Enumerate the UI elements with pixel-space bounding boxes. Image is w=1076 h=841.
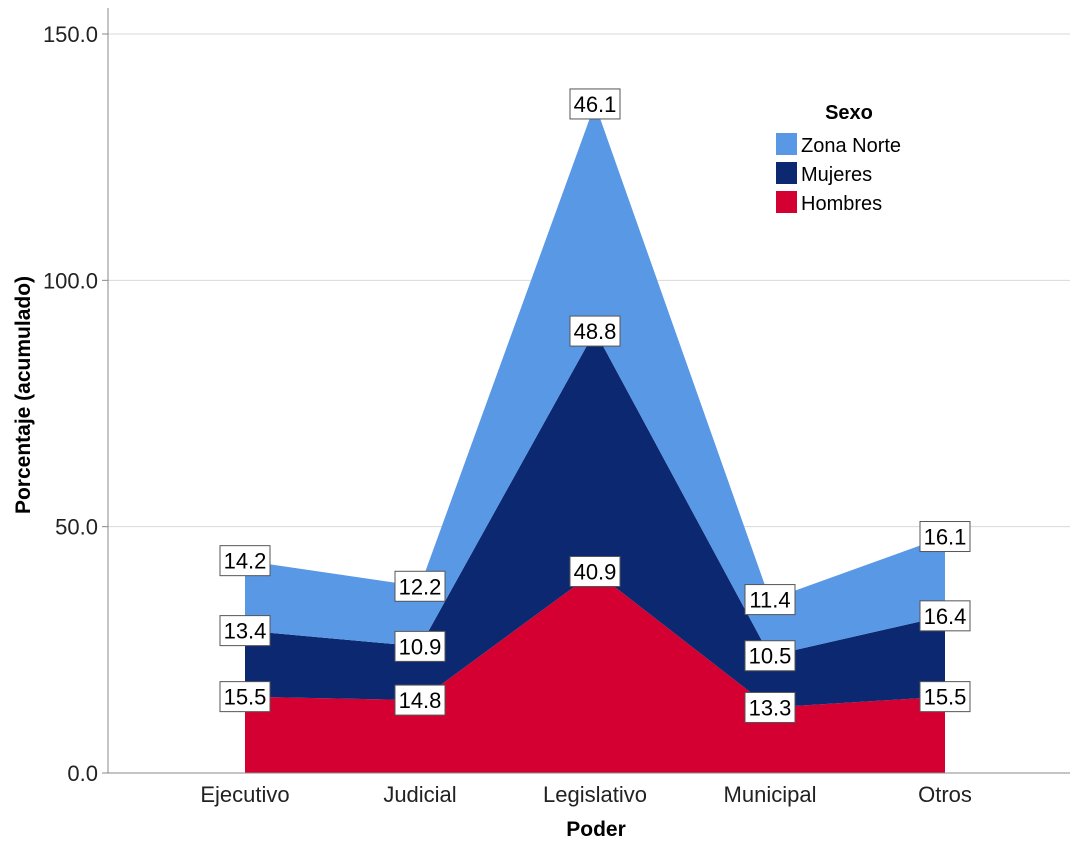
legend: Sexo Zona Norte Mujeres Hombres — [776, 102, 901, 215]
data-label-text: 46.1 — [574, 92, 617, 117]
y-tick-label: 150.0 — [43, 22, 98, 47]
data-label-box — [394, 630, 446, 662]
data-label-box — [919, 600, 971, 632]
data-label-box — [394, 570, 446, 602]
legend-entry: Mujeres — [801, 164, 872, 186]
data-label-box — [919, 521, 971, 553]
data-labels: 15.5 14.8 40.9 13.3 15.5 13.4 10.9 48.8 10.5 16.4… — [219, 88, 971, 723]
data-label: 10.5 — [744, 640, 796, 672]
legend-entry: Hombres — [801, 193, 882, 215]
data-label: 14.8 — [394, 684, 446, 716]
y-axis-title: Porcentaje (acumulado) — [12, 276, 35, 514]
data-label: 10.9 — [394, 630, 446, 662]
legend-swatch — [776, 162, 797, 184]
x-tick-label: Judicial — [383, 782, 456, 807]
data-label-text: 16.4 — [924, 604, 967, 629]
y-tick-label: 0.0 — [67, 761, 98, 786]
data-label-text: 13.4 — [224, 619, 267, 644]
data-label-box — [744, 640, 796, 672]
data-label: 14.2 — [219, 545, 271, 577]
axes — [102, 8, 1070, 774]
data-label-text: 15.5 — [224, 685, 267, 710]
data-label: 15.5 — [219, 681, 271, 713]
data-label-box — [219, 615, 271, 647]
legend-entry: Zona Norte — [801, 135, 901, 157]
legend-title: Sexo — [825, 102, 873, 124]
legend-swatch — [776, 191, 797, 213]
data-label-text: 16.1 — [924, 525, 967, 550]
x-axis-title: Poder — [566, 818, 626, 841]
data-label-box — [569, 315, 621, 347]
data-label: 16.4 — [919, 600, 971, 632]
data-label: 16.1 — [919, 521, 971, 553]
x-tick-labels: Ejecutivo Judicial Legislativo Municipal Otr… — [200, 782, 972, 807]
data-label-box — [744, 691, 796, 723]
data-label-text: 15.5 — [924, 685, 967, 710]
data-label-box — [919, 681, 971, 713]
data-label-text: 11.4 — [749, 588, 790, 613]
data-label-box — [569, 555, 621, 587]
data-label-box — [569, 88, 621, 120]
data-label: 15.5 — [919, 681, 971, 713]
data-label: 12.2 — [394, 570, 446, 602]
data-label: 46.1 — [569, 88, 621, 120]
x-tick-label: Legislativo — [543, 782, 647, 807]
data-label-text: 48.8 — [574, 319, 617, 344]
data-label: 13.4 — [219, 615, 271, 647]
data-label-text: 10.5 — [749, 644, 792, 669]
data-label-box — [219, 545, 271, 577]
data-label-text: 13.3 — [749, 695, 792, 720]
data-label: 40.9 — [569, 555, 621, 587]
data-label-box — [219, 681, 271, 713]
x-tick-label: Ejecutivo — [200, 782, 289, 807]
data-label-box — [394, 684, 446, 716]
area-mujeres — [245, 331, 945, 708]
legend-swatch — [776, 133, 797, 155]
data-label-text: 14.2 — [224, 549, 267, 574]
y-tick-label: 50.0 — [55, 515, 98, 540]
data-label-box — [744, 584, 796, 616]
data-label: 11.4 — [744, 584, 796, 616]
data-label-text: 14.8 — [399, 688, 442, 713]
x-tick-label: Municipal — [724, 782, 817, 807]
data-label-text: 10.9 — [399, 634, 442, 659]
data-label-text: 40.9 — [574, 559, 617, 584]
data-label: 13.3 — [744, 691, 796, 723]
y-tick-labels: 0.0 50.0 100.0 150.0 — [43, 22, 98, 786]
data-label-text: 12.2 — [399, 574, 442, 599]
y-tick-label: 100.0 — [43, 268, 98, 293]
x-tick-label: Otros — [918, 782, 972, 807]
area-zona-norte — [245, 103, 945, 656]
data-label: 48.8 — [569, 315, 621, 347]
